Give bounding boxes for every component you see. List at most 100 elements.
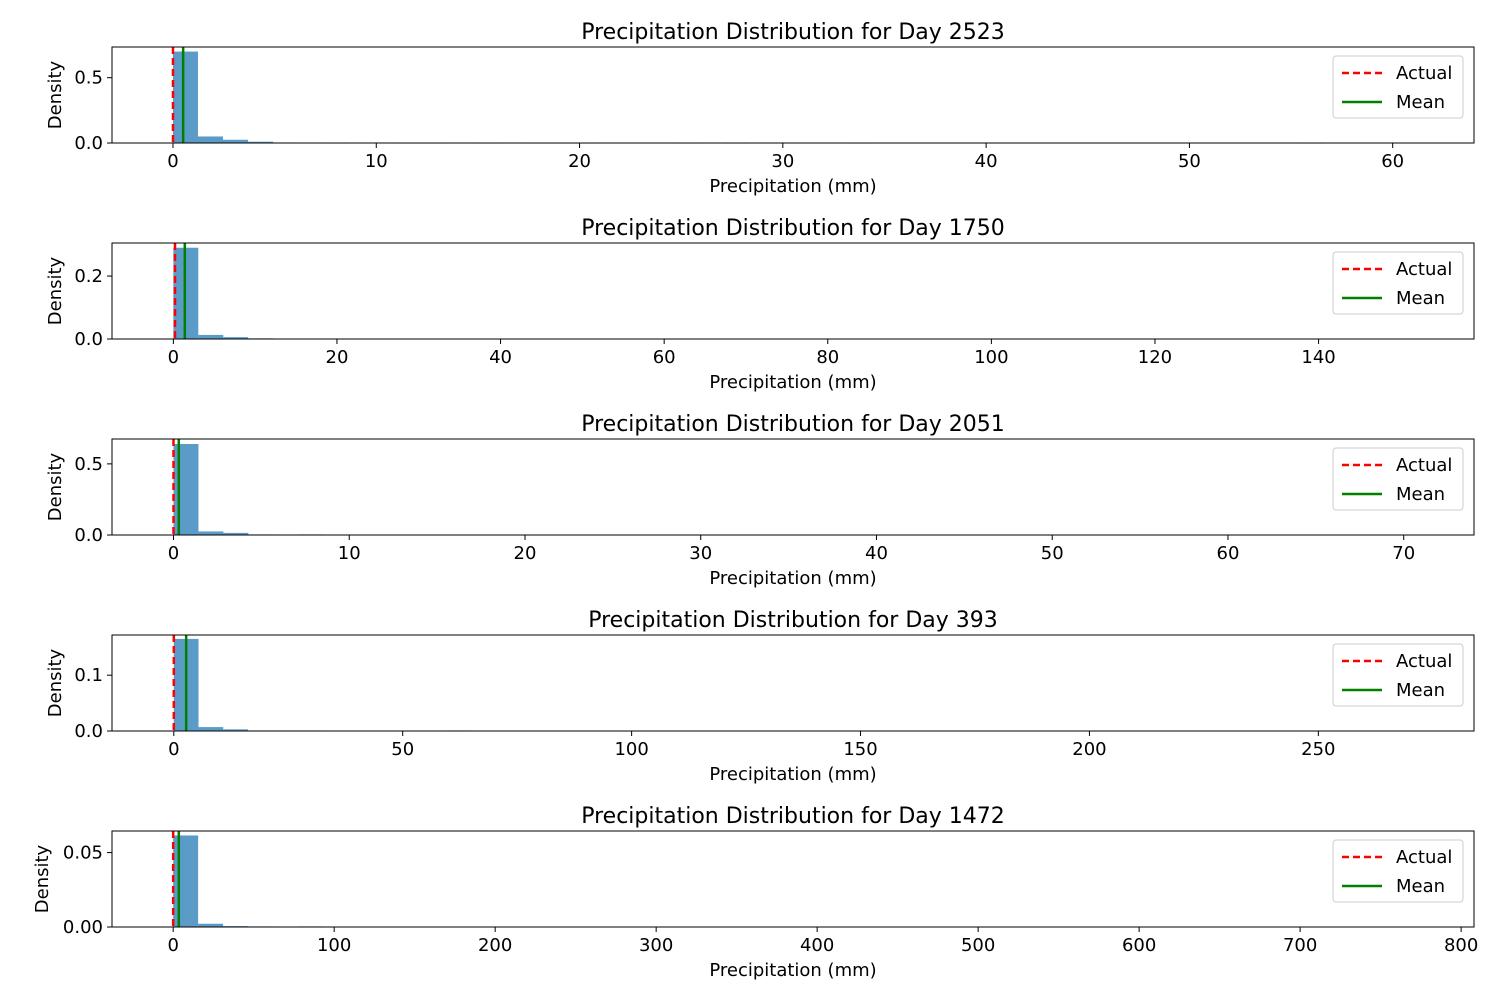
axes-frame xyxy=(111,438,1475,536)
y-axis-label: Density xyxy=(45,256,66,325)
x-tick-label: 120 xyxy=(1138,347,1172,368)
x-tick-label: 50 xyxy=(1041,543,1064,564)
axes-frame xyxy=(111,634,1475,732)
subplot-4: Precipitation Distribution for Day 393 0 5… xyxy=(45,608,1475,785)
histogram-bar xyxy=(223,337,249,339)
y-tick-label: 0.2 xyxy=(74,266,103,287)
x-tick-label: 200 xyxy=(478,935,512,956)
x-tick-label: 20 xyxy=(326,347,349,368)
y-axis-label: Density xyxy=(45,60,66,129)
legend: Actual Mean xyxy=(1332,447,1464,511)
x-axis-label: Precipitation (mm) xyxy=(709,764,876,785)
x-tick-label: 800 xyxy=(1444,935,1478,956)
histogram-bar xyxy=(222,139,248,143)
x-tick-label: 250 xyxy=(1301,739,1335,760)
legend: Actual Mean xyxy=(1332,251,1464,315)
x-tick-label: 500 xyxy=(961,935,995,956)
x-tick-label: 0 xyxy=(167,151,178,172)
x-tick-label: 10 xyxy=(338,543,361,564)
subplot-1: Precipitation Distribution for Day 2523 0… xyxy=(45,20,1475,197)
subplot-2: Precipitation Distribution for Day 1750 0… xyxy=(45,216,1475,393)
legend-actual-label: Actual xyxy=(1396,259,1452,280)
x-tick-label: 300 xyxy=(639,935,673,956)
x-tick-label: 400 xyxy=(800,935,834,956)
legend-mean-label: Mean xyxy=(1396,484,1445,505)
legend-mean-label: Mean xyxy=(1396,92,1445,113)
x-tick-label: 30 xyxy=(689,543,712,564)
legend: Actual Mean xyxy=(1332,643,1464,707)
x-tick-label: 100 xyxy=(974,347,1008,368)
x-tick-label: 100 xyxy=(614,739,648,760)
histogram-bar xyxy=(198,531,224,535)
axes-frame xyxy=(111,46,1475,144)
x-tick-label: 40 xyxy=(489,347,512,368)
subplot-3: Precipitation Distribution for Day 2051 0… xyxy=(45,412,1475,589)
x-tick-label: 0 xyxy=(167,935,178,956)
x-tick-label: 600 xyxy=(1122,935,1156,956)
histogram-bar xyxy=(223,532,249,535)
x-tick-label: 700 xyxy=(1283,935,1317,956)
y-tick-label: 0.0 xyxy=(74,133,103,154)
legend-mean-label: Mean xyxy=(1396,680,1445,701)
x-tick-label: 30 xyxy=(771,151,794,172)
x-tick-label: 70 xyxy=(1392,543,1415,564)
x-tick-label: 0 xyxy=(168,543,179,564)
histogram-bar xyxy=(223,729,248,731)
histogram-bar xyxy=(247,141,274,143)
y-tick-label: 0.0 xyxy=(74,329,103,350)
legend-actual-label: Actual xyxy=(1396,847,1452,868)
x-tick-label: 50 xyxy=(391,739,414,760)
x-tick-label: 140 xyxy=(1301,347,1335,368)
subplot-5: Precipitation Distribution for Day 1472 0… xyxy=(32,804,1478,981)
x-tick-label: 60 xyxy=(1217,543,1240,564)
histogram-bar xyxy=(197,136,223,143)
axes-frame xyxy=(111,242,1475,340)
y-tick-label: 0.5 xyxy=(74,454,103,475)
histogram-bar xyxy=(198,727,224,731)
y-axis-label: Density xyxy=(32,844,53,913)
histogram-bar xyxy=(173,835,199,927)
x-tick-label: 40 xyxy=(975,151,998,172)
y-tick-label: 0.00 xyxy=(63,917,103,938)
x-tick-label: 20 xyxy=(514,543,537,564)
legend-mean-label: Mean xyxy=(1396,288,1445,309)
x-tick-label: 10 xyxy=(365,151,388,172)
histogram-bar xyxy=(198,923,224,927)
histogram-bar xyxy=(198,334,224,339)
x-tick-label: 0 xyxy=(168,739,179,760)
legend-actual-label: Actual xyxy=(1396,455,1452,476)
plot-title: Precipitation Distribution for Day 393 xyxy=(588,608,998,633)
x-tick-label: 60 xyxy=(653,347,676,368)
plot-title: Precipitation Distribution for Day 2523 xyxy=(581,20,1005,45)
legend: Actual Mean xyxy=(1332,839,1464,903)
histogram-bar xyxy=(172,51,198,144)
plot-title: Precipitation Distribution for Day 1750 xyxy=(581,216,1005,241)
x-tick-label: 20 xyxy=(568,151,591,172)
histogram-bar xyxy=(173,443,199,535)
y-axis-label: Density xyxy=(45,452,66,521)
x-tick-label: 40 xyxy=(865,543,888,564)
y-tick-label: 0.5 xyxy=(74,68,103,89)
x-axis-label: Precipitation (mm) xyxy=(709,372,876,393)
axes-frame xyxy=(111,830,1475,928)
x-tick-label: 200 xyxy=(1072,739,1106,760)
x-tick-label: 100 xyxy=(317,935,351,956)
plot-title: Precipitation Distribution for Day 2051 xyxy=(581,412,1005,437)
legend-mean-label: Mean xyxy=(1396,876,1445,897)
plot-title: Precipitation Distribution for Day 1472 xyxy=(581,804,1005,829)
x-axis-label: Precipitation (mm) xyxy=(709,176,876,197)
x-tick-label: 150 xyxy=(843,739,877,760)
x-tick-label: 80 xyxy=(816,347,839,368)
x-axis-label: Precipitation (mm) xyxy=(709,568,876,589)
legend-actual-label: Actual xyxy=(1396,63,1452,84)
x-tick-label: 60 xyxy=(1381,151,1404,172)
y-tick-label: 0.1 xyxy=(74,665,103,686)
legend-actual-label: Actual xyxy=(1396,651,1452,672)
y-tick-label: 0.05 xyxy=(63,843,103,864)
y-tick-label: 0.0 xyxy=(74,525,103,546)
y-axis-label: Density xyxy=(45,648,66,717)
x-tick-label: 50 xyxy=(1178,151,1201,172)
y-tick-label: 0.0 xyxy=(74,721,103,742)
x-tick-label: 0 xyxy=(168,347,179,368)
